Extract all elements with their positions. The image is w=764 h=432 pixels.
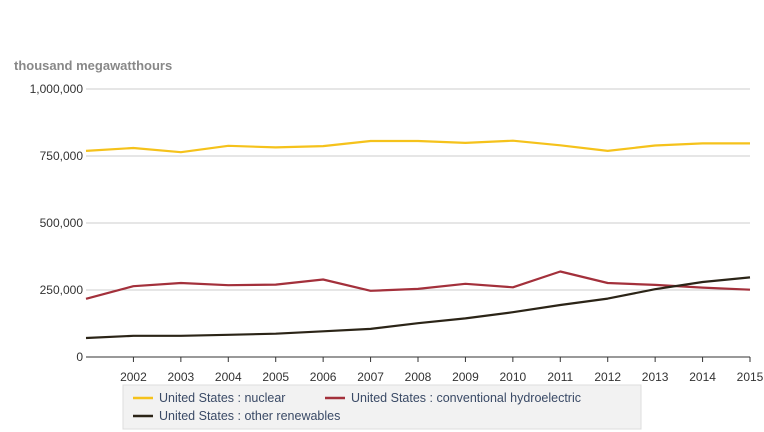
x-tick-label: 2011 [547, 370, 573, 384]
y-axis-ticks: 1,000,000 750,000 500,000 250,000 0 [30, 82, 84, 364]
x-axis-ticks: 2002 2003 2004 2005 2006 2007 2008 2009 2010 2011… [120, 357, 764, 384]
y-tick-label: 750,000 [40, 149, 84, 163]
x-tick-label: 2013 [642, 370, 669, 384]
y-axis-label: thousand megawatthours [14, 58, 172, 73]
x-tick-label: 2015 [737, 370, 764, 384]
y-tick-label: 1,000,000 [30, 82, 84, 96]
x-tick-label: 2006 [310, 370, 337, 384]
y-tick-label: 0 [76, 350, 83, 364]
x-tick-label: 2009 [452, 370, 479, 384]
series-line-3 [85, 276, 751, 340]
x-tick-label: 2005 [262, 370, 289, 384]
x-tick-label: 2007 [357, 370, 384, 384]
y-tick-label: 500,000 [40, 216, 84, 230]
series-lines [85, 139, 751, 340]
legend: United States : nuclear United States : c… [122, 384, 642, 430]
legend-label: United States : conventional hydroelectr… [351, 391, 581, 405]
legend-label: United States : other renewables [159, 409, 340, 423]
legend-label: United States : nuclear [159, 391, 285, 405]
series-line-2 [85, 270, 751, 300]
x-tick-label: 2010 [500, 370, 527, 384]
gridlines [86, 88, 750, 358]
x-tick-label: 2004 [215, 370, 242, 384]
x-tick-label: 2002 [120, 370, 147, 384]
legend-box [122, 384, 642, 430]
y-tick-label: 250,000 [40, 283, 84, 297]
x-tick-label: 2012 [594, 370, 621, 384]
x-tick-label: 2014 [689, 370, 716, 384]
x-tick-label: 2008 [405, 370, 432, 384]
x-tick-label: 2003 [168, 370, 195, 384]
series-line-1 [85, 139, 750, 154]
